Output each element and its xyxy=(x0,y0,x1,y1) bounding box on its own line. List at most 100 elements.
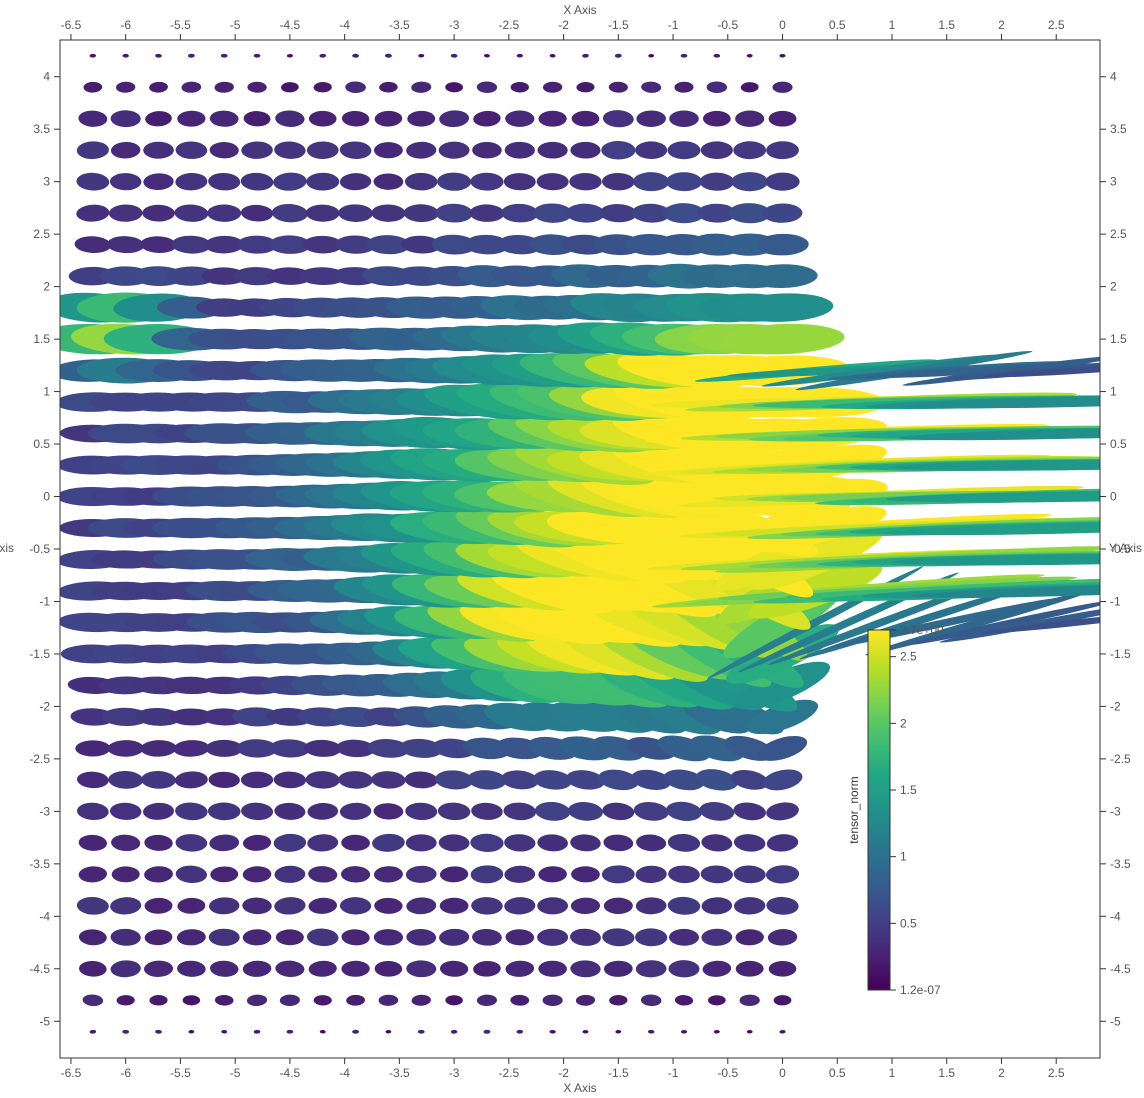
tensor-glyph xyxy=(144,834,173,851)
y-axis-label-right: Y Axis xyxy=(1109,541,1142,555)
tensor-glyph xyxy=(406,834,437,851)
tensor-glyph xyxy=(713,54,720,58)
tensor-glyph xyxy=(570,142,600,159)
tensor-glyph xyxy=(500,769,539,791)
tensor-glyph xyxy=(247,994,268,1006)
tensor-glyph xyxy=(339,802,371,820)
tensor-glyph xyxy=(472,142,502,159)
tensor-glyph xyxy=(505,142,535,159)
tensor-glyph xyxy=(766,141,799,159)
tensor-glyph xyxy=(145,110,172,127)
tensor-glyph xyxy=(352,54,359,58)
tensor-glyph xyxy=(439,110,470,128)
colorbar-max-label: 2.7e+00 xyxy=(900,623,944,637)
tensor-glyph xyxy=(314,995,332,1006)
tensor-glyph xyxy=(144,929,172,946)
tensor-glyph xyxy=(144,960,173,977)
tensor-glyph xyxy=(504,834,536,853)
tensor-glyph xyxy=(681,54,688,58)
tensor-glyph xyxy=(78,866,107,883)
y-tick-label: 1 xyxy=(43,385,50,399)
tensor-glyph xyxy=(774,995,792,1005)
tensor-glyph xyxy=(175,865,207,884)
tensor-glyph xyxy=(77,802,109,821)
x-tick-label-top: -1 xyxy=(668,18,679,32)
tensor-glyph xyxy=(740,995,760,1007)
tensor-glyph xyxy=(700,172,735,190)
tensor-glyph xyxy=(418,54,424,58)
tensor-glyph xyxy=(371,204,406,222)
tensor-glyph-chart: -6.5-6.5-6-6-5.5-5.5-5-5-4.5-4.5-4-4-3.5… xyxy=(0,0,1144,1098)
tensor-glyph xyxy=(273,771,306,788)
tensor-glyph xyxy=(615,54,622,58)
tensor-glyph xyxy=(122,1030,129,1034)
x-tick-label: 1 xyxy=(889,1066,896,1080)
tensor-glyph xyxy=(708,995,726,1005)
tensor-glyph xyxy=(338,770,373,789)
tensor-glyph xyxy=(209,929,240,947)
y-tick-label-right: 4 xyxy=(1110,70,1117,84)
tensor-glyph xyxy=(534,801,571,822)
tensor-glyph xyxy=(445,82,463,93)
tensor-glyph xyxy=(505,110,534,126)
tensor-glyph xyxy=(274,896,306,915)
tensor-glyph xyxy=(411,81,432,93)
x-tick-label: -3.5 xyxy=(389,1066,410,1080)
tensor-glyph xyxy=(108,771,143,790)
y-tick-label: 2 xyxy=(43,280,50,294)
tensor-glyph xyxy=(107,740,143,757)
tensor-glyph xyxy=(517,54,523,58)
x-tick-label-top: 1.5 xyxy=(938,18,955,32)
y-tick-label-right: 2.5 xyxy=(1110,227,1127,241)
x-tick-label-top: -5.5 xyxy=(170,18,191,32)
tensor-glyph xyxy=(274,865,305,883)
tensor-glyph xyxy=(766,833,799,853)
tensor-glyph xyxy=(641,81,662,93)
tensor-glyph xyxy=(418,1030,425,1034)
tensor-glyph xyxy=(143,802,175,820)
tensor-glyph xyxy=(470,833,504,852)
colorbar-title: tensor_norm xyxy=(847,776,861,843)
tensor-glyph xyxy=(674,82,693,93)
tensor-glyph xyxy=(701,928,732,946)
tensor-glyph xyxy=(208,802,241,820)
tensor-glyph xyxy=(209,834,240,852)
tensor-glyph xyxy=(731,172,768,191)
tensor-glyph xyxy=(736,961,764,977)
tensor-glyph xyxy=(143,173,174,191)
tensor-glyph xyxy=(374,898,403,915)
tensor-glyph xyxy=(110,896,142,915)
tensor-glyph xyxy=(254,54,261,58)
tensor-glyph xyxy=(406,141,437,159)
tensor-glyph xyxy=(112,866,140,882)
tensor-glyph xyxy=(543,82,562,93)
tensor-glyph xyxy=(76,141,109,160)
tensor-glyph xyxy=(110,173,142,191)
tensor-glyph xyxy=(602,928,635,947)
tensor-glyph xyxy=(505,960,534,978)
tensor-glyph xyxy=(666,172,702,191)
tensor-glyph xyxy=(385,1030,391,1033)
y-tick-label: -3.5 xyxy=(29,857,50,871)
tensor-glyph xyxy=(242,866,271,883)
tensor-glyph xyxy=(308,960,337,977)
tensor-glyph xyxy=(110,802,142,820)
x-tick-label: -0.5 xyxy=(717,1066,738,1080)
tensor-glyph xyxy=(309,111,337,127)
tensor-glyph xyxy=(700,865,733,884)
x-tick-label-top: -4.5 xyxy=(280,18,301,32)
tensor-glyph xyxy=(741,82,759,93)
tensor-glyph xyxy=(440,960,469,977)
x-tick-label: -4 xyxy=(339,1066,350,1080)
tensor-glyph xyxy=(90,54,97,58)
tensor-glyph xyxy=(177,897,206,914)
tensor-glyph xyxy=(766,865,800,885)
tensor-glyph xyxy=(308,897,337,915)
tensor-glyph xyxy=(571,866,600,882)
tensor-glyph xyxy=(609,82,628,93)
tensor-glyph xyxy=(241,141,273,159)
tensor-glyph xyxy=(208,771,240,788)
tensor-glyph xyxy=(765,173,799,191)
tensor-glyph xyxy=(110,960,141,978)
y-tick-label-right: -2 xyxy=(1110,699,1121,713)
